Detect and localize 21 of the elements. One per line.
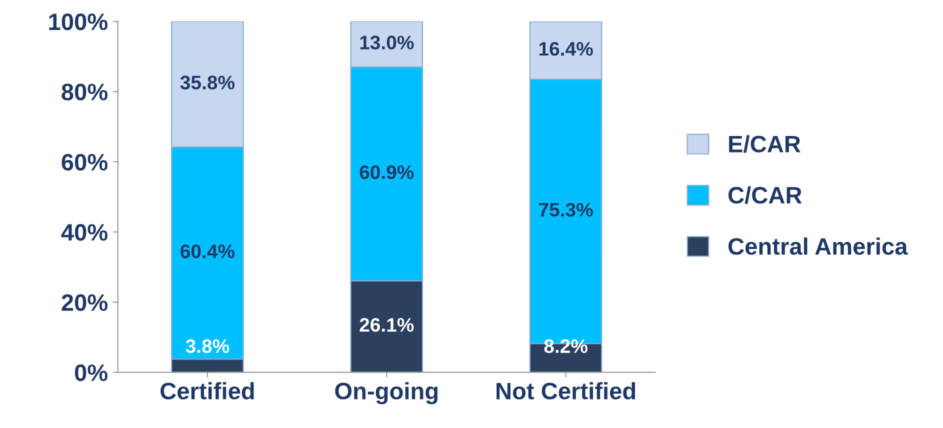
- y-tick-label: 0%: [74, 364, 108, 382]
- x-tick-label: Not Certified: [496, 382, 636, 400]
- y-tick-label: 80%: [62, 84, 108, 100]
- y-tick-label: 40%: [61, 224, 108, 241]
- data-label: 16.4%: [539, 42, 593, 56]
- data-label: 26.1%: [360, 318, 414, 332]
- data-label: 35.8%: [180, 76, 235, 90]
- legend-label: C/CAR: [728, 186, 802, 204]
- data-label: 3.8%: [186, 339, 230, 354]
- legend-label: Central America: [728, 237, 908, 255]
- data-label: 8.2%: [544, 339, 588, 354]
- data-label: 75.3%: [539, 202, 593, 217]
- legend-label: E/CAR: [729, 135, 801, 153]
- y-tick-label: 20%: [62, 294, 108, 311]
- y-tick-label: 60%: [62, 154, 108, 171]
- data-label: 60.4%: [180, 244, 235, 258]
- x-tick-label: Certified: [160, 382, 254, 400]
- data-label: 60.9%: [360, 165, 414, 180]
- data-label: 13.0%: [360, 36, 414, 50]
- y-tick-label: 100%: [49, 13, 108, 30]
- x-tick-label: On-going: [335, 382, 438, 404]
